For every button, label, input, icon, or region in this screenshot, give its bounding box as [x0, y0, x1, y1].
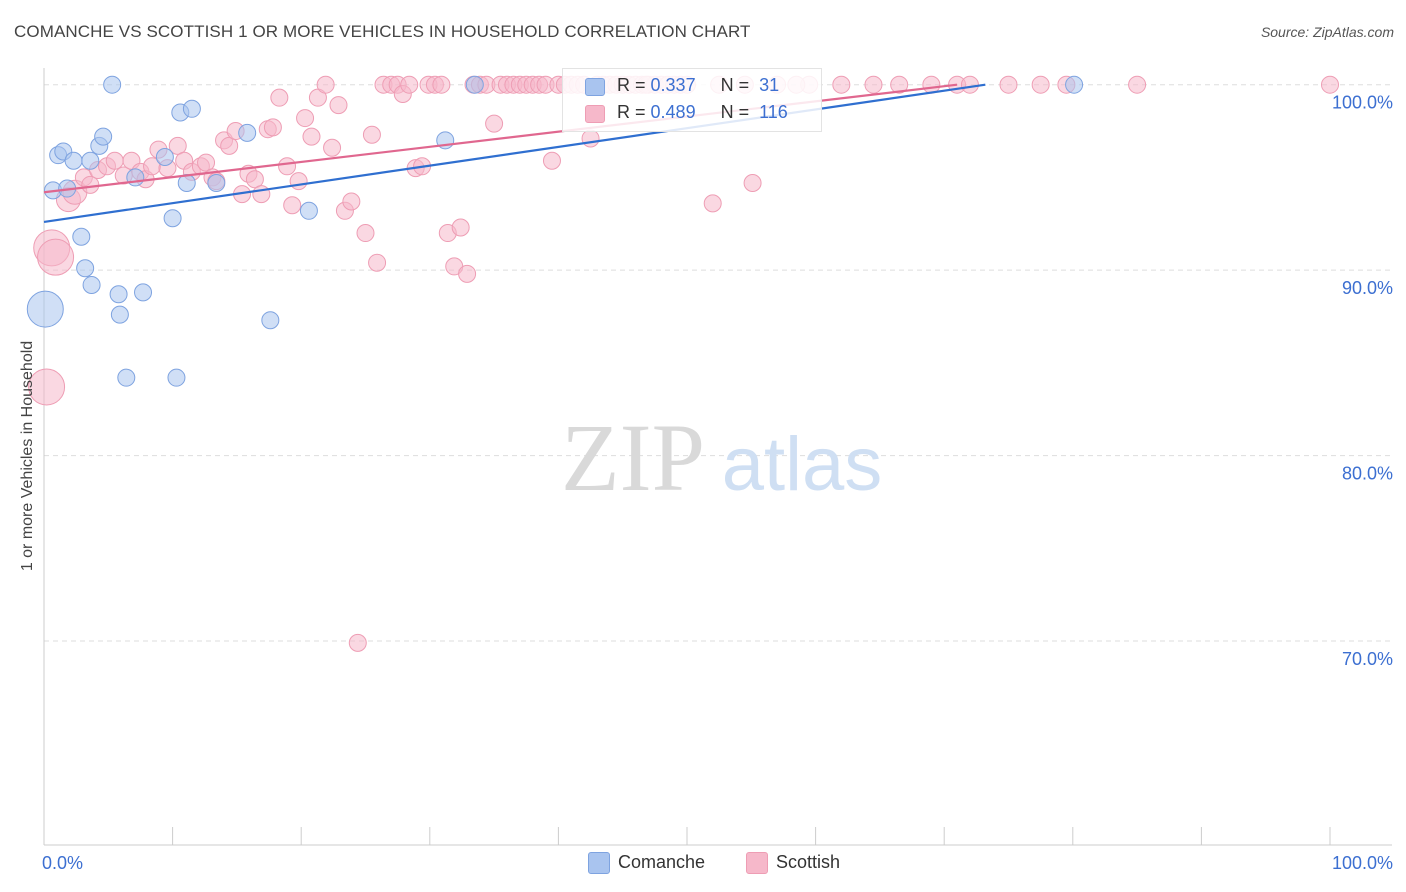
comanche-point [207, 173, 226, 192]
scottish-point [37, 238, 75, 276]
y-tick-label: 90.0% [1342, 278, 1393, 298]
bottom-legend-scottish: Scottish [746, 852, 841, 875]
scottish-point [270, 88, 289, 107]
scottish-point [542, 151, 561, 170]
scottish-point [105, 151, 124, 170]
legend-n-comanche: 31 [759, 75, 780, 95]
bottom-legend-swatch-scottish [746, 852, 768, 875]
legend-swatch-comanche [585, 78, 605, 96]
scottish-point [999, 75, 1018, 94]
scottish-points [28, 75, 1339, 652]
comanche-point [182, 99, 201, 118]
scottish-point [432, 75, 451, 94]
scottish-point [1321, 75, 1339, 94]
comanche-point [81, 151, 100, 170]
scottish-point [400, 75, 419, 94]
comanche-point [64, 151, 83, 170]
legend-r-comanche: 0.337 [650, 75, 696, 95]
comanche-point [1065, 75, 1084, 94]
comanche-point [163, 209, 182, 228]
scottish-point [458, 264, 477, 283]
scottish-point [263, 118, 282, 137]
scottish-point [245, 170, 264, 189]
scottish-point [81, 175, 100, 194]
axes [43, 68, 1392, 846]
stats-legend: R = 0.337 N = 31 R = 0.489 N = 116 [562, 68, 822, 132]
comanche-point [72, 227, 91, 246]
comanche-point [238, 123, 257, 142]
comanche-point [82, 275, 101, 294]
y-axis-label: 1 or more Vehicles in Household [19, 340, 36, 572]
comanche-trend-line [43, 83, 986, 224]
scottish-point [348, 633, 367, 652]
scottish-point [28, 368, 66, 406]
y-tick-label: 80.0% [1342, 464, 1393, 484]
comanche-point [117, 368, 136, 387]
scottish-point [864, 75, 883, 94]
scottish-point [485, 114, 504, 133]
comanche-point [109, 285, 128, 304]
scottish-point [362, 125, 381, 144]
scottish-point [283, 196, 302, 215]
comanche-points [26, 75, 1084, 387]
x-tick-label: 100.0% [1332, 853, 1393, 873]
x-tick-label: 0.0% [42, 853, 83, 873]
comanche-point [110, 305, 129, 324]
scottish-point [703, 194, 722, 213]
scottish-point [220, 136, 239, 155]
scottish-point [342, 192, 361, 211]
comanche-point [126, 168, 145, 187]
watermark: ZIP atlas [561, 404, 882, 511]
comanche-point [103, 75, 122, 94]
scottish-point [296, 109, 315, 128]
source-label: Source: ZipAtlas.com [1260, 24, 1394, 40]
scottish-point [890, 75, 909, 94]
scottish-point [168, 136, 187, 155]
bottom-legend-label-scottish: Scottish [776, 852, 841, 872]
comanche-point [94, 127, 113, 146]
comanche-point [155, 148, 174, 167]
comanche-point [465, 75, 484, 94]
watermark-zip: ZIP [561, 404, 705, 511]
scottish-point [1128, 75, 1147, 94]
legend-n-label: N = [720, 75, 750, 95]
scottish-point [960, 75, 979, 94]
watermark-atlas: atlas [722, 422, 883, 507]
bottom-legend-label-comanche: Comanche [618, 852, 706, 872]
scottish-point [252, 185, 271, 204]
scottish-point [743, 173, 762, 192]
scottish-point [451, 218, 470, 237]
scottish-point [368, 253, 387, 272]
scottish-point [329, 96, 348, 115]
legend-n-scottish: 116 [759, 102, 788, 122]
scottish-point [323, 138, 342, 157]
bottom-legend-comanche: Comanche [588, 852, 706, 875]
chart-title: COMANCHE VS SCOTTISH 1 OR MORE VEHICLES … [14, 22, 751, 41]
scottish-point [832, 75, 851, 94]
comanche-point [167, 368, 186, 387]
scottish-point [356, 224, 375, 243]
scottish-point [581, 129, 600, 148]
scottish-point [289, 172, 308, 191]
comanche-point [299, 201, 318, 220]
y-tick-label: 70.0% [1342, 649, 1393, 669]
scottish-point [197, 153, 216, 172]
y-tick-label: 100.0% [1332, 93, 1393, 113]
comanche-point [26, 290, 64, 328]
comanche-point [261, 311, 280, 330]
legend-r-label: R = [617, 75, 646, 95]
comanche-point [134, 283, 153, 302]
scottish-point [316, 75, 335, 94]
legend-swatch-scottish [585, 105, 605, 123]
tick-labels: 100.0% 90.0% 80.0% 70.0% 0.0% 100.0% [42, 93, 1393, 873]
scottish-point [1031, 75, 1050, 94]
legend-r-label: R = [617, 102, 646, 122]
bottom-legend-swatch-comanche [588, 852, 610, 875]
legend-r-scottish: 0.489 [650, 102, 696, 122]
comanche-point [76, 259, 95, 278]
scottish-point [278, 157, 297, 176]
scottish-point [302, 127, 321, 146]
legend-n-label: N = [720, 102, 750, 122]
